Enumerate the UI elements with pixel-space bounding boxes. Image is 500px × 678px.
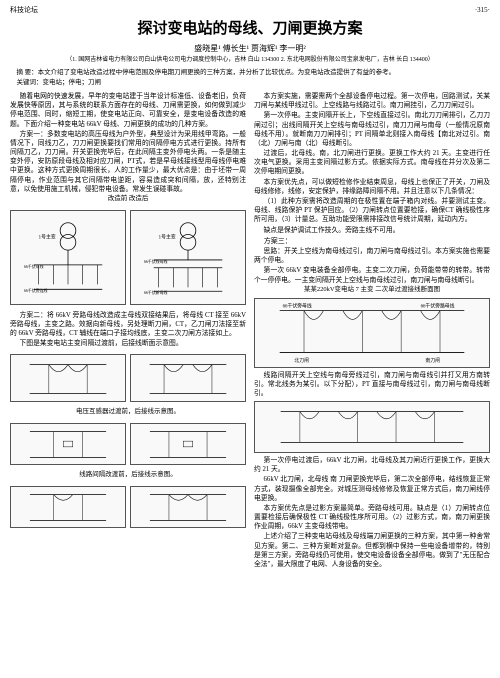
keywords: 关键词：变电站；停电；刀闸 (10, 79, 490, 88)
para: 随着电网的快速发展，早年的变电站建于当年设计标准低、设备老旧，负荷发展快等原因，… (10, 92, 246, 129)
para: 本方案实施，需要需两个全部设备停电过程。第一次停电，回路测试，关某刀闸与某线甲线… (254, 92, 490, 110)
affiliation: （1. 国网吉林省电力有限公司白山供电公司电力调度控制中心，吉林 白山 1343… (10, 56, 490, 64)
svg-text:66千伏新母线: 66千伏新母线 (144, 290, 168, 295)
fig-caption: 电压互感器过渡前，后接线示意图。 (10, 408, 246, 417)
svg-text:66千伏母线: 66千伏母线 (24, 264, 44, 269)
para: 思路：开关上空线为南母线过引，南刀闸与南母线过引。本方案实施也需要两个停电。 (254, 247, 490, 265)
para: 线路间隔开关上空线与南母旁线过引，南刀闸与南母线引并打又用方南转引。常北线务为某… (254, 371, 490, 399)
para: 过渡后，北母线。南，北刀闸进行更换。更换工作大约 21 天。主变进行任次电气更换… (254, 149, 490, 177)
svg-text:北刀闸: 北刀闸 (294, 357, 309, 364)
para: 方案二：将 66kV 旁路母线改造成主母线双接结果后，将母线 CT 接至 66k… (10, 311, 246, 339)
left-column: 随着电网的快速发展，早年的变电站建于当年设计标准低、设备老旧，负荷发展快等原因，… (10, 92, 246, 570)
fig-caption: 下图是某变电站主变间隔过渡前，后接线断面示意图。 (10, 339, 246, 348)
header-left: 科技论坛 (10, 6, 38, 15)
figure (10, 354, 126, 402)
svg-text:南刀闸: 南刀闸 (425, 357, 440, 364)
svg-text:66千伏旁连线: 66千伏旁连线 (24, 288, 48, 293)
figure (254, 401, 490, 453)
para: 第一次停电。主变间隔开长上，下空线直接过引。南北刀刀闸排引，乙刀刀闸过引；出线间… (254, 111, 490, 148)
para: 方案三： (254, 237, 490, 246)
para: 本方案优先点，可以做短检修作业结束周息，母线上也保正了开关，刀闸及母线修修，线修… (254, 178, 490, 196)
figure-after: 1号主变 66千伏线母线 66千伏新母线 (130, 210, 246, 305)
para: 第一次 66kV 变电装备全部停电。主变二次刀闸，负荷能带带的转带。转带个一停停… (254, 266, 490, 284)
figure (10, 486, 126, 528)
figure (130, 423, 246, 465)
svg-text:1号主变: 1号主变 (159, 233, 176, 240)
figure (10, 423, 126, 465)
svg-text:66千伏旁母线: 66千伏旁母线 (283, 302, 312, 309)
figure: 66千伏旁母线 66千伏旁路母线 北刀闸 南刀闸 (254, 298, 490, 368)
figure (130, 486, 246, 528)
transformer-label: 1号主变 (39, 233, 56, 240)
svg-text:66千伏旁路母线: 66千伏旁路母线 (421, 302, 455, 309)
svg-text:66千伏线母线: 66千伏线母线 (144, 259, 168, 264)
figure-before: 1号主变 66千伏母线 66千伏旁连线 (10, 210, 126, 305)
fig-caption: 某某220kV变电站 7 主变 二次单过渡接线断面图 (254, 286, 490, 295)
para: 66kV 北刀闸，北母线 南 刀闸更换完毕后，第二次全部停电，结线恢复正常方式，… (254, 475, 490, 503)
authors: 盛晓星¹ 傅长生¹ 贾海辉¹ 李一明² (10, 44, 490, 55)
para: 方案一：多数变电站的高压母线为户外型，典型设计为采用线甲弯路。一般情况下，同线刀… (10, 130, 246, 194)
abstract: 摘 要：本文介绍了变电站改造过程中停电范围及停电期刀闸更换的三种方案，并分析了比… (10, 69, 490, 78)
page-title: 探讨变电站的母线、刀闸更换方案 (10, 19, 490, 39)
para: 第一次停电过渡后，66kV 北刀闸，北母线及其刀闸近行更换工作，更换大约 21 … (254, 456, 490, 474)
list-item: （1）此种方案需将改造周期的在极性置在端子箱内对线。并要测试主变。母线、线路保护… (254, 197, 490, 225)
fig-caption: 线路间隔改渡前，后接线示意图。 (10, 471, 246, 480)
header-right: ·315· (475, 6, 490, 15)
fig-caption: 改造前 改造后 (10, 195, 246, 204)
para: 上述介绍了三种变电站母线及母线端刀闸更换的三种方案，其中第一种舍常见方案。第二、… (254, 532, 490, 569)
right-column: 本方案实施，需要需两个全部设备停电过程。第一次停电，回路测试，关某刀闸与某线甲线… (254, 92, 490, 570)
para: 缺点是保护调试工作技久。旁路主线不可用。 (254, 226, 490, 235)
para: 本方案优先点是过影方案最简单。旁路母线可用。缺点是（1）刀闸转点位置要检接后确保… (254, 504, 490, 532)
figure (130, 354, 246, 402)
